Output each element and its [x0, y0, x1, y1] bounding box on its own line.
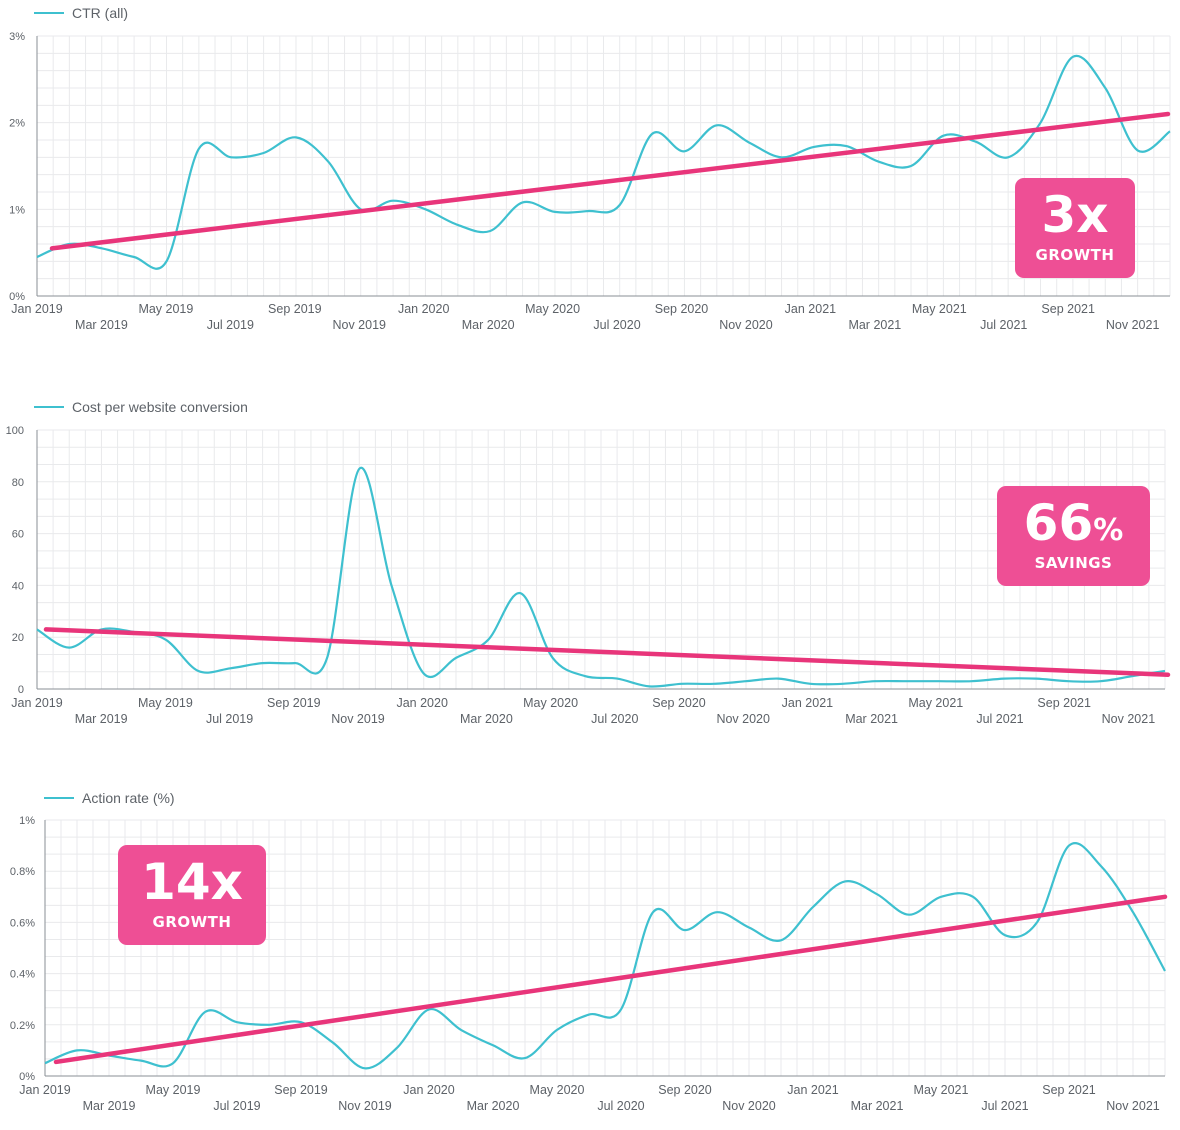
x-tick-label: Nov 2019: [331, 712, 385, 726]
badge-value: 14x: [141, 853, 243, 911]
action-rate-chart: Action rate (%) 0% 0.2% 0.4% 0.6% 0.8% 1% Jan 2…: [10, 790, 1168, 1113]
growth-badge: 14x GROWTH: [118, 845, 266, 945]
grid: [36, 35, 1171, 297]
x-tick-label: Jan 2020: [396, 696, 447, 710]
y-tick-label: 0.8%: [10, 866, 35, 878]
x-tick-label: Jan 2021: [787, 1083, 838, 1097]
x-tick-label: Mar 2021: [851, 1099, 904, 1113]
x-tick-label: Sep 2021: [1041, 302, 1095, 316]
y-tick-label: 0: [18, 684, 24, 696]
badge-value: 66%: [997, 498, 1150, 548]
x-tick-label: Nov 2020: [722, 1099, 776, 1113]
x-tick-label: Jul 2019: [206, 712, 253, 726]
x-tick-label: Jan 2021: [785, 302, 836, 316]
x-tick-label: Jul 2020: [591, 712, 638, 726]
x-tick-label: Sep 2021: [1042, 1083, 1096, 1097]
badge-percent: %: [1093, 513, 1124, 548]
x-tick-label: Jan 2019: [19, 1083, 70, 1097]
badge-value: 3x: [1041, 186, 1109, 244]
x-tick-label: May 2019: [138, 302, 193, 316]
x-tick-label: Nov 2019: [332, 318, 386, 332]
trend-line: [43, 627, 1171, 678]
y-tick-label: 60: [12, 529, 24, 541]
x-tick-label: May 2021: [914, 1083, 969, 1097]
legend-label: Action rate (%): [82, 790, 175, 806]
x-tick-label: May 2020: [523, 696, 578, 710]
x-tick-label: Sep 2019: [268, 302, 322, 316]
y-tick-label: 0.4%: [10, 969, 35, 981]
x-tick-label: Jan 2021: [782, 696, 833, 710]
x-tick-label: Mar 2019: [83, 1099, 136, 1113]
chart-panel-cost: Cost per website conversion 0 20 40 60 80 100 J…: [0, 390, 1180, 735]
x-tick-label: Nov 2021: [1102, 712, 1156, 726]
x-tick-label: May 2019: [146, 1083, 201, 1097]
x-tick-label: Nov 2021: [1106, 318, 1160, 332]
cost-chart: Cost per website conversion 0 20 40 60 80 100 J…: [6, 399, 1171, 726]
x-tick-label: May 2021: [912, 302, 967, 316]
growth-badge: 3x GROWTH: [1015, 178, 1135, 278]
x-tick-label: Jul 2021: [976, 712, 1023, 726]
badge-caption: SAVINGS: [1034, 554, 1113, 572]
x-tick-label: Jul 2020: [597, 1099, 644, 1113]
x-tick-label: Mar 2020: [467, 1099, 520, 1113]
x-tick-label: Jul 2020: [593, 318, 640, 332]
y-tick-label: 0%: [9, 291, 25, 303]
x-tick-label: May 2019: [138, 696, 193, 710]
trend-line: [49, 111, 1171, 251]
x-tick-label: Jan 2019: [11, 696, 62, 710]
x-tick-label: Jul 2021: [981, 1099, 1028, 1113]
x-tick-label: Sep 2019: [267, 696, 321, 710]
badge-number: 66: [1023, 494, 1094, 552]
x-tick-label: Nov 2021: [1106, 1099, 1160, 1113]
badge-caption: GROWTH: [152, 913, 232, 931]
x-tick-label: Nov 2019: [338, 1099, 392, 1113]
x-tick-label: Mar 2020: [462, 318, 515, 332]
x-tick-label: May 2020: [525, 302, 580, 316]
y-tick-label: 80: [12, 477, 24, 489]
chart-panel-ctr: CTR (all) 0% 1% 2% 3% Jan 2019 Mar 2019 May 201…: [0, 0, 1180, 340]
x-tick-label: Nov 2020: [719, 318, 773, 332]
x-tick-label: May 2020: [530, 1083, 585, 1097]
y-tick-label: 20: [12, 632, 24, 644]
x-tick-label: Sep 2020: [652, 696, 706, 710]
series-line: [36, 54, 1171, 270]
x-tick-label: Mar 2021: [848, 318, 901, 332]
chart-panel-action-rate: Action rate (%) 0% 0.2% 0.4% 0.6% 0.8% 1% Jan 2…: [0, 780, 1180, 1125]
y-tick-label: 3%: [9, 31, 25, 43]
legend-label: Cost per website conversion: [72, 399, 248, 415]
y-tick-label: 0.2%: [10, 1020, 35, 1032]
badge-caption: GROWTH: [1035, 246, 1115, 264]
ctr-chart: CTR (all) 0% 1% 2% 3% Jan 2019 Mar 2019 May 201…: [9, 5, 1171, 332]
y-tick-label: 0%: [19, 1071, 35, 1083]
y-tick-label: 0.6%: [10, 917, 35, 929]
x-tick-label: Mar 2019: [75, 318, 128, 332]
x-tick-label: Jul 2019: [207, 318, 254, 332]
series-line: [36, 466, 1166, 688]
x-tick-label: Sep 2020: [658, 1083, 712, 1097]
x-tick-label: Jul 2021: [980, 318, 1027, 332]
x-tick-label: Sep 2019: [274, 1083, 328, 1097]
x-tick-label: Jan 2020: [398, 302, 449, 316]
legend-label: CTR (all): [72, 5, 128, 21]
y-tick-label: 1%: [9, 204, 25, 216]
x-tick-label: Sep 2021: [1037, 696, 1091, 710]
x-tick-label: Mar 2021: [845, 712, 898, 726]
trend-line: [53, 894, 1168, 1065]
y-tick-label: 2%: [9, 118, 25, 130]
x-tick-label: Nov 2020: [716, 712, 770, 726]
y-tick-label: 40: [12, 580, 24, 592]
series-line: [44, 842, 1166, 1070]
x-tick-label: Mar 2020: [460, 712, 513, 726]
x-tick-label: Jan 2019: [11, 302, 62, 316]
x-tick-label: Jan 2020: [403, 1083, 454, 1097]
savings-badge: 66% SAVINGS: [997, 486, 1150, 586]
x-tick-label: Sep 2020: [655, 302, 709, 316]
y-tick-label: 1%: [19, 815, 35, 827]
x-tick-label: Jul 2019: [213, 1099, 260, 1113]
x-tick-label: May 2021: [908, 696, 963, 710]
x-tick-label: Mar 2019: [75, 712, 128, 726]
y-tick-label: 100: [6, 425, 24, 437]
